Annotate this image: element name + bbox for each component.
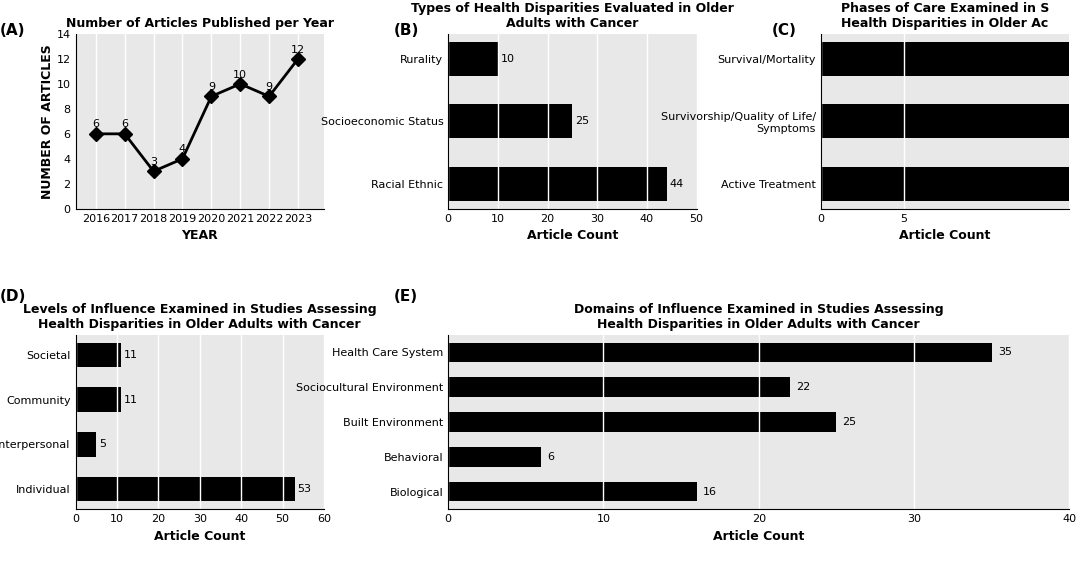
Text: 6: 6 bbox=[121, 119, 129, 130]
Y-axis label: NUMBER OF ARTICLES: NUMBER OF ARTICLES bbox=[41, 44, 54, 199]
Bar bbox=[76, 432, 96, 457]
Text: 25: 25 bbox=[575, 117, 589, 126]
X-axis label: Article Count: Article Count bbox=[900, 229, 990, 242]
Title: Levels of Influence Examined in Studies Assessing
Health Disparities in Older Ad: Levels of Influence Examined in Studies … bbox=[23, 303, 377, 331]
Bar bbox=[448, 342, 991, 362]
Title: Types of Health Disparities Evaluated in Older
Adults with Cancer: Types of Health Disparities Evaluated in… bbox=[411, 2, 733, 30]
Text: 9: 9 bbox=[207, 82, 215, 92]
Title: Phases of Care Examined in S
Health Disparities in Older Ac: Phases of Care Examined in S Health Disp… bbox=[841, 2, 1049, 30]
Text: 11: 11 bbox=[123, 395, 137, 405]
Text: (B): (B) bbox=[394, 23, 419, 38]
Text: (C): (C) bbox=[772, 23, 797, 38]
Text: 3: 3 bbox=[150, 157, 157, 167]
Text: 10: 10 bbox=[233, 70, 247, 80]
Text: 9: 9 bbox=[266, 82, 272, 92]
Text: 53: 53 bbox=[297, 484, 311, 494]
Title: Number of Articles Published per Year: Number of Articles Published per Year bbox=[66, 17, 334, 30]
Bar bbox=[76, 342, 121, 367]
Bar bbox=[821, 42, 1080, 76]
Bar bbox=[76, 387, 121, 412]
Bar bbox=[448, 413, 836, 432]
Bar bbox=[448, 378, 789, 397]
Text: 12: 12 bbox=[291, 45, 305, 54]
Text: 25: 25 bbox=[842, 417, 856, 427]
Text: 4: 4 bbox=[179, 144, 186, 155]
Text: 6: 6 bbox=[92, 119, 99, 130]
Bar bbox=[448, 447, 541, 466]
Text: 11: 11 bbox=[123, 350, 137, 360]
Bar bbox=[448, 42, 498, 76]
Bar bbox=[448, 166, 666, 201]
X-axis label: YEAR: YEAR bbox=[181, 229, 218, 242]
Text: 5: 5 bbox=[98, 439, 106, 449]
Text: (A): (A) bbox=[0, 23, 26, 38]
X-axis label: Article Count: Article Count bbox=[527, 229, 618, 242]
Bar bbox=[821, 104, 1080, 139]
Text: 22: 22 bbox=[796, 382, 810, 392]
Text: (D): (D) bbox=[0, 289, 26, 304]
Text: 35: 35 bbox=[998, 347, 1012, 357]
Text: (E): (E) bbox=[394, 289, 418, 304]
X-axis label: Article Count: Article Count bbox=[154, 530, 245, 543]
Text: 16: 16 bbox=[703, 487, 717, 497]
Bar bbox=[448, 482, 697, 501]
Text: 10: 10 bbox=[500, 54, 514, 64]
Title: Domains of Influence Examined in Studies Assessing
Health Disparities in Older A: Domains of Influence Examined in Studies… bbox=[573, 303, 944, 331]
Bar bbox=[448, 104, 572, 139]
Text: 6: 6 bbox=[548, 452, 554, 462]
Text: 44: 44 bbox=[670, 179, 684, 188]
X-axis label: Article Count: Article Count bbox=[713, 530, 805, 543]
Bar bbox=[821, 166, 1080, 201]
Bar bbox=[76, 477, 295, 501]
